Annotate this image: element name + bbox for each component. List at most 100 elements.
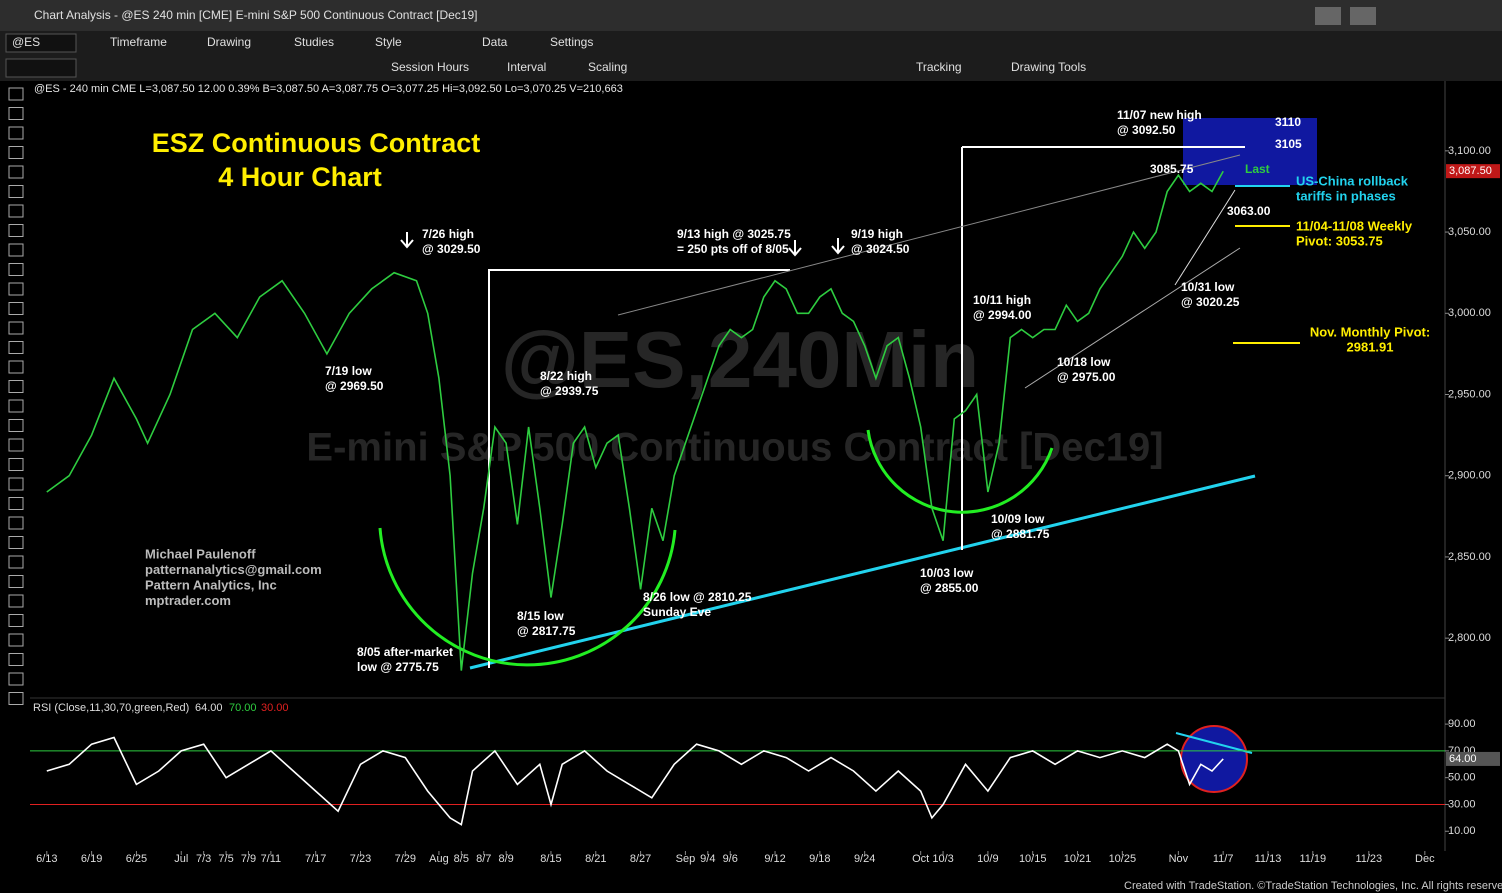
x-tick-label: 10/15 [1019, 853, 1047, 865]
x-tick-label: 7/17 [305, 853, 326, 865]
annotation: 9/13 high @ 3025.75 [677, 227, 791, 241]
annotation: 7/26 high [422, 227, 474, 241]
toolbar-item[interactable]: Tracking [916, 60, 962, 74]
tool-icon[interactable] [8, 87, 24, 101]
tool-icon[interactable] [8, 419, 24, 432]
y-tick-label: 90.00 [1448, 718, 1476, 730]
toolbar-item[interactable]: Style [375, 35, 402, 49]
annotation: @ 2969.50 [325, 379, 384, 393]
y-tick-label: 30.00 [1448, 798, 1476, 810]
last-price: 3,087.50 [1449, 165, 1492, 177]
tool-icon[interactable] [8, 477, 24, 491]
chart-title: ESZ Continuous Contract [152, 128, 480, 158]
annotation: 3085.75 [1150, 162, 1194, 176]
tool-icon[interactable] [8, 263, 24, 276]
annotation: 9/19 high [851, 227, 903, 241]
tool-icon[interactable] [8, 107, 24, 120]
x-tick-label: 11/23 [1355, 853, 1382, 865]
author-line: patternanalytics@gmail.com [145, 562, 322, 577]
x-tick-label: 8/21 [585, 853, 606, 865]
tool-icon[interactable] [8, 575, 24, 588]
price-line [46, 736, 1224, 826]
tool-icon[interactable] [8, 341, 24, 354]
tool-icon[interactable] [8, 321, 24, 335]
tool-icon[interactable] [8, 497, 24, 510]
toolbar-item[interactable]: Timeframe [110, 35, 167, 49]
tool-icon[interactable] [8, 399, 24, 413]
tool-icon[interactable] [8, 185, 24, 198]
tool-icon[interactable] [8, 165, 24, 179]
toolbar-item[interactable]: Scaling [588, 60, 627, 74]
annotation: @ 2939.75 [540, 384, 599, 398]
level-label: 70.00 [229, 702, 257, 714]
x-tick-label: 8/7 [476, 853, 491, 865]
level-label: 30.00 [261, 702, 289, 714]
channel-line [1024, 247, 1241, 389]
symbol-box[interactable] [5, 33, 77, 53]
tool-icon[interactable] [8, 380, 24, 393]
tool-icon[interactable] [8, 146, 24, 159]
rsi-trendline [1175, 732, 1253, 754]
tool-icon[interactable] [8, 594, 24, 608]
y-tick-label: 10.00 [1448, 825, 1476, 837]
tool-icon[interactable] [8, 692, 24, 705]
tool-icon[interactable] [8, 672, 24, 686]
toolbar-item[interactable]: Studies [294, 35, 334, 49]
x-tick-label: 6/13 [36, 853, 57, 865]
toolbar-item[interactable]: Data [482, 35, 508, 49]
drawings [378, 146, 1300, 793]
annotation: @ 3029.50 [422, 242, 481, 256]
annotation: 3105 [1275, 137, 1302, 151]
input-box[interactable] [5, 58, 77, 78]
tool-icon[interactable] [8, 653, 24, 666]
annotation: @ 2975.00 [1057, 370, 1116, 384]
watermark: E-mini S&P 500 Continuous Contract [Dec1… [306, 426, 1163, 470]
tool-icon[interactable] [8, 126, 24, 140]
tool-icon[interactable] [8, 360, 24, 374]
x-tick-label: 9/18 [809, 853, 830, 865]
y-tick-label: 2,950.00 [1448, 388, 1491, 400]
toolbar-item[interactable]: Session Hours [391, 60, 469, 74]
toolbar-item[interactable]: Drawing Tools [1011, 60, 1086, 74]
annotation: Pivot: 3053.75 [1296, 233, 1383, 248]
annotation: = 250 pts off of 8/05 [677, 242, 789, 256]
tool-icon[interactable] [8, 555, 24, 569]
tool-icon[interactable] [8, 243, 24, 257]
tool-icon[interactable] [8, 282, 24, 296]
annotation: US-China rollback [1296, 173, 1409, 188]
x-tick-label: 8/27 [630, 853, 651, 865]
x-tick-label: 7/29 [395, 853, 416, 865]
x-tick-label: 7/11 [261, 853, 282, 865]
tool-icon[interactable] [8, 633, 24, 647]
author-line: Michael Paulenoff [145, 546, 256, 561]
tool-icon[interactable] [8, 458, 24, 471]
toolbar-item[interactable]: Drawing [207, 35, 251, 49]
annotation: tariffs in phases [1296, 188, 1396, 203]
y-tick-label: 3,100.00 [1448, 145, 1491, 157]
tool-icon[interactable] [8, 516, 24, 530]
annotation: 3063.00 [1227, 204, 1271, 218]
watermark: @ES,240Min [501, 315, 979, 404]
toolbar-item[interactable]: Settings [550, 35, 593, 49]
button[interactable] [1350, 7, 1376, 25]
x-tick-label: Jul [174, 853, 188, 865]
annotation: Last [1245, 162, 1270, 176]
author-line: mptrader.com [145, 593, 231, 608]
x-tick-label: 9/6 [723, 853, 738, 865]
annotation: Sunday Eve [643, 605, 711, 619]
toolbar-item[interactable]: Interval [507, 60, 546, 74]
tool-icon[interactable] [8, 536, 24, 549]
tool-icon[interactable] [8, 614, 24, 627]
annotation: @ 2994.00 [973, 308, 1032, 322]
x-tick-label: 9/4 [700, 853, 715, 865]
y-tick-label: 3,050.00 [1448, 226, 1491, 238]
tool-icon[interactable] [8, 224, 24, 237]
tool-icon[interactable] [8, 302, 24, 315]
channel-line [1174, 189, 1236, 286]
tool-icon[interactable] [8, 204, 24, 218]
y-tick-label: 3,000.00 [1448, 307, 1491, 319]
x-tick-label: 10/25 [1109, 853, 1137, 865]
tool-icon[interactable] [8, 438, 24, 452]
button[interactable] [1315, 7, 1341, 25]
